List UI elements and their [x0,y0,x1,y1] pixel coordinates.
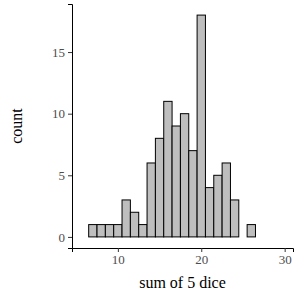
x-axis: 10 20 30 [73,248,294,267]
x-axis-line [73,249,294,253]
y-tick: 5 [59,168,73,183]
bar [139,225,147,237]
y-axis: 0 5 10 15 [52,5,73,249]
x-tick-label: 30 [279,252,292,267]
y-tick-label: 5 [59,168,66,183]
plot-area: 10 20 30 0 5 10 15 [52,5,294,268]
x-tick: 10 [112,248,125,267]
x-axis-title: sum of 5 dice [139,274,226,291]
y-tick: 15 [52,45,72,60]
bar [164,101,172,237]
bar [89,225,97,237]
bars [89,15,256,237]
chart: 10 20 30 0 5 10 15 sum of 5 dice count [0,0,300,300]
y-tick-mark [68,52,72,53]
bar [105,225,113,237]
bar [97,225,105,237]
bar [230,200,238,237]
bar [197,15,205,237]
x-tick: 30 [279,248,292,267]
bar [222,163,230,237]
bar [155,138,163,237]
bar [239,236,247,237]
y-tick-label: 15 [52,45,65,60]
bar [214,175,222,237]
bar [247,225,255,237]
y-tick: 0 [59,230,73,245]
y-tick-mark [68,175,72,176]
x-tick: 20 [195,248,208,267]
bar [114,225,122,237]
y-axis-line [68,5,73,249]
bar [147,163,155,237]
bar [130,212,138,237]
bar [180,114,188,237]
y-axis-title: count [8,108,25,144]
bar [189,151,197,237]
y-tick-label: 10 [52,106,65,121]
bar [172,126,180,237]
x-tick-label: 20 [195,252,208,267]
x-tick-label: 10 [112,252,125,267]
y-tick-mark [68,114,72,115]
y-tick-label: 0 [59,230,66,245]
bar [205,188,213,237]
y-tick-mark [68,237,72,238]
y-tick: 10 [52,106,72,121]
bar [122,200,130,237]
